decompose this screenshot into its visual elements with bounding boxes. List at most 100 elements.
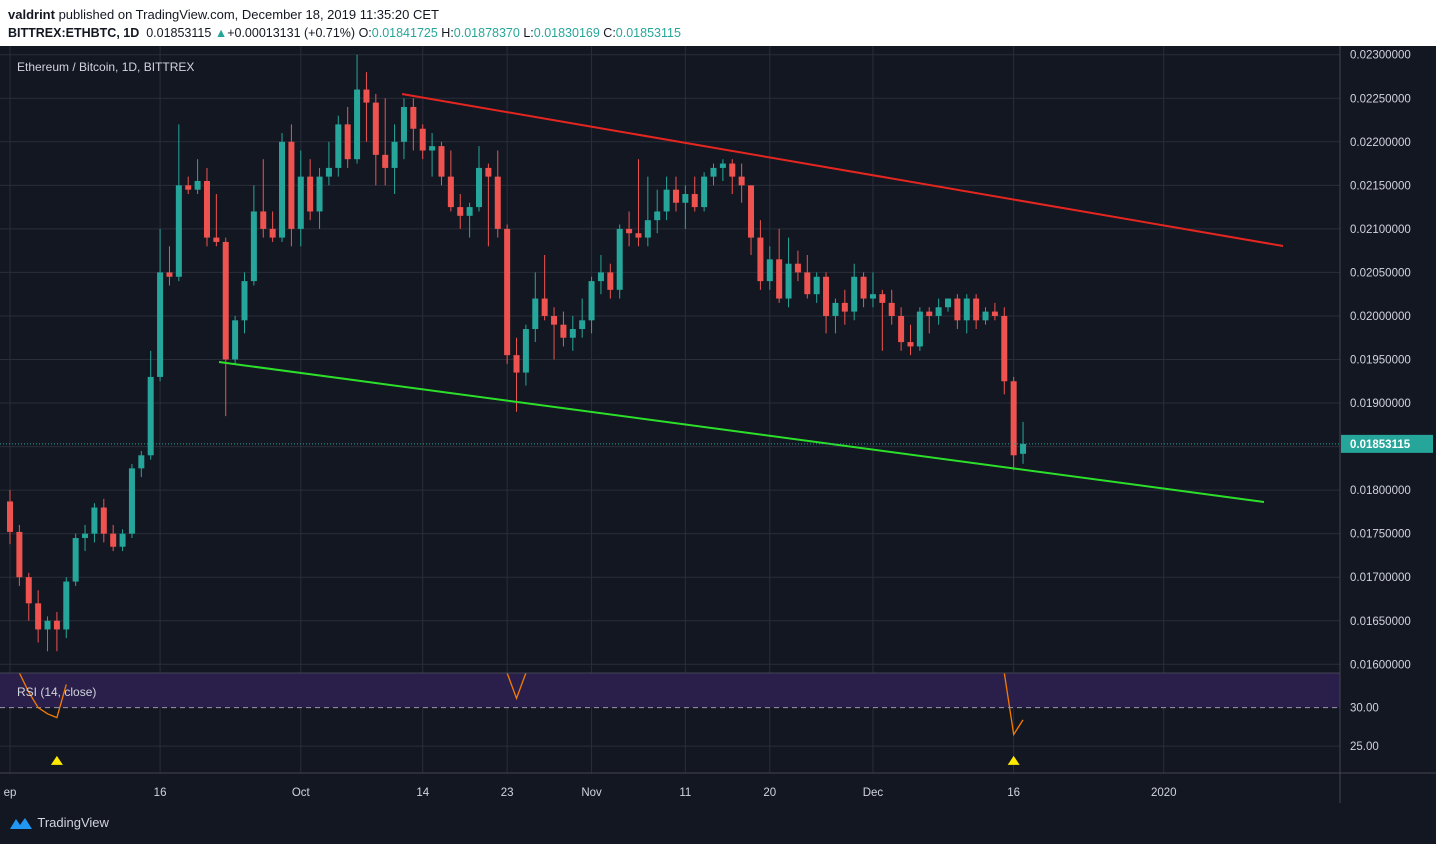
candle <box>25 572 32 621</box>
candle-body <box>551 315 558 325</box>
candle <box>316 167 323 229</box>
candle <box>1020 421 1027 464</box>
candle <box>419 124 426 160</box>
candle <box>72 533 79 586</box>
candle <box>175 124 182 282</box>
candle <box>879 289 886 351</box>
candle <box>560 311 567 347</box>
candle <box>279 133 286 242</box>
candle-body <box>344 124 351 160</box>
candle <box>569 315 576 351</box>
support-trendline[interactable] <box>218 361 1265 503</box>
candle <box>851 263 858 321</box>
candle <box>710 163 717 186</box>
rsi-tick-label: 25.00 <box>1350 741 1379 753</box>
candle <box>363 72 370 142</box>
rsi-band <box>0 673 1340 708</box>
logo-text: TradingView <box>37 815 109 830</box>
candle-body <box>354 89 361 160</box>
candle <box>344 106 351 168</box>
candle <box>672 176 679 212</box>
price-tick-label: 0.02200000 <box>1350 137 1411 149</box>
open-label: O: <box>358 26 372 40</box>
candle <box>410 98 417 151</box>
candle <box>907 324 914 356</box>
time-tick-label: Dec <box>863 787 884 799</box>
price-change: +0.00013131 (+0.71%) <box>227 26 356 40</box>
candle <box>945 298 951 312</box>
candle-body <box>597 272 604 282</box>
candle-body <box>626 228 633 234</box>
candle <box>138 450 145 478</box>
candle-body <box>851 276 858 312</box>
candle <box>288 124 295 247</box>
candle-body <box>297 176 304 229</box>
tradingview-logo-icon <box>10 818 32 829</box>
price-chart[interactable]: 0.01600000 0.01650000 0.01700000 0.01750000… <box>0 46 1436 803</box>
resistance-trendline[interactable] <box>401 93 1284 247</box>
candle <box>372 93 379 186</box>
candle-body <box>447 176 454 208</box>
candle <box>588 276 595 334</box>
candle <box>466 202 473 238</box>
candle <box>400 98 407 160</box>
candle <box>841 289 848 325</box>
candle <box>654 189 661 234</box>
candle-body <box>35 603 42 630</box>
candle-body <box>7 501 13 532</box>
candle-body <box>1010 381 1017 456</box>
price-tick-label: 0.02250000 <box>1350 93 1411 105</box>
candle-body <box>869 294 876 299</box>
candle <box>185 176 192 195</box>
candle <box>82 524 89 552</box>
candle <box>354 54 361 164</box>
candle-body <box>963 298 970 321</box>
tradingview-logo[interactable]: TradingView <box>8 815 109 831</box>
candle-body <box>935 307 942 316</box>
price-tick-label: 0.01650000 <box>1350 616 1411 628</box>
candle-body <box>128 468 135 534</box>
candle-body <box>719 163 726 168</box>
candle-body <box>91 507 98 534</box>
rsi-pane[interactable] <box>0 672 1340 765</box>
candle-body <box>991 311 998 316</box>
candle <box>644 176 651 247</box>
candle-body <box>466 207 473 216</box>
candle-body <box>476 167 482 208</box>
candle-body <box>325 167 332 177</box>
candle-body <box>269 228 276 238</box>
candle-body <box>841 302 848 312</box>
price-tick-label: 0.01800000 <box>1350 485 1411 497</box>
candle-body <box>100 507 107 534</box>
rsi-line[interactable] <box>506 672 527 701</box>
triangle-up-icon: ▲ <box>214 26 228 40</box>
author-name[interactable]: valdrint <box>8 7 55 22</box>
rsi-line[interactable] <box>18 672 67 719</box>
candle <box>269 211 276 242</box>
candle <box>166 246 173 286</box>
candle-body <box>973 298 980 321</box>
candle <box>438 141 445 186</box>
candle-body <box>813 276 820 295</box>
candle <box>785 237 792 308</box>
rsi-signal-marker <box>1007 755 1020 765</box>
candle <box>260 159 267 238</box>
candle-body <box>644 220 651 238</box>
candle-body <box>785 263 792 299</box>
candle <box>635 159 642 247</box>
candle <box>157 228 164 382</box>
candle-body <box>44 620 51 630</box>
candle-body <box>63 581 70 630</box>
symbol-label[interactable]: BITTREX:ETHBTC, 1D <box>8 26 140 40</box>
candle-body <box>410 106 417 129</box>
rsi-line[interactable] <box>1003 672 1024 737</box>
candle-body <box>907 342 914 347</box>
candle-body <box>382 154 389 168</box>
candle-body <box>663 189 670 212</box>
ohlc-legend: BITTREX:ETHBTC, 1D 0.01853115 ▲+0.000131… <box>8 26 681 40</box>
candle <box>203 167 210 247</box>
candle-body <box>53 620 60 630</box>
candle <box>110 524 117 552</box>
candle-body <box>1001 315 1008 382</box>
candle <box>335 115 342 177</box>
